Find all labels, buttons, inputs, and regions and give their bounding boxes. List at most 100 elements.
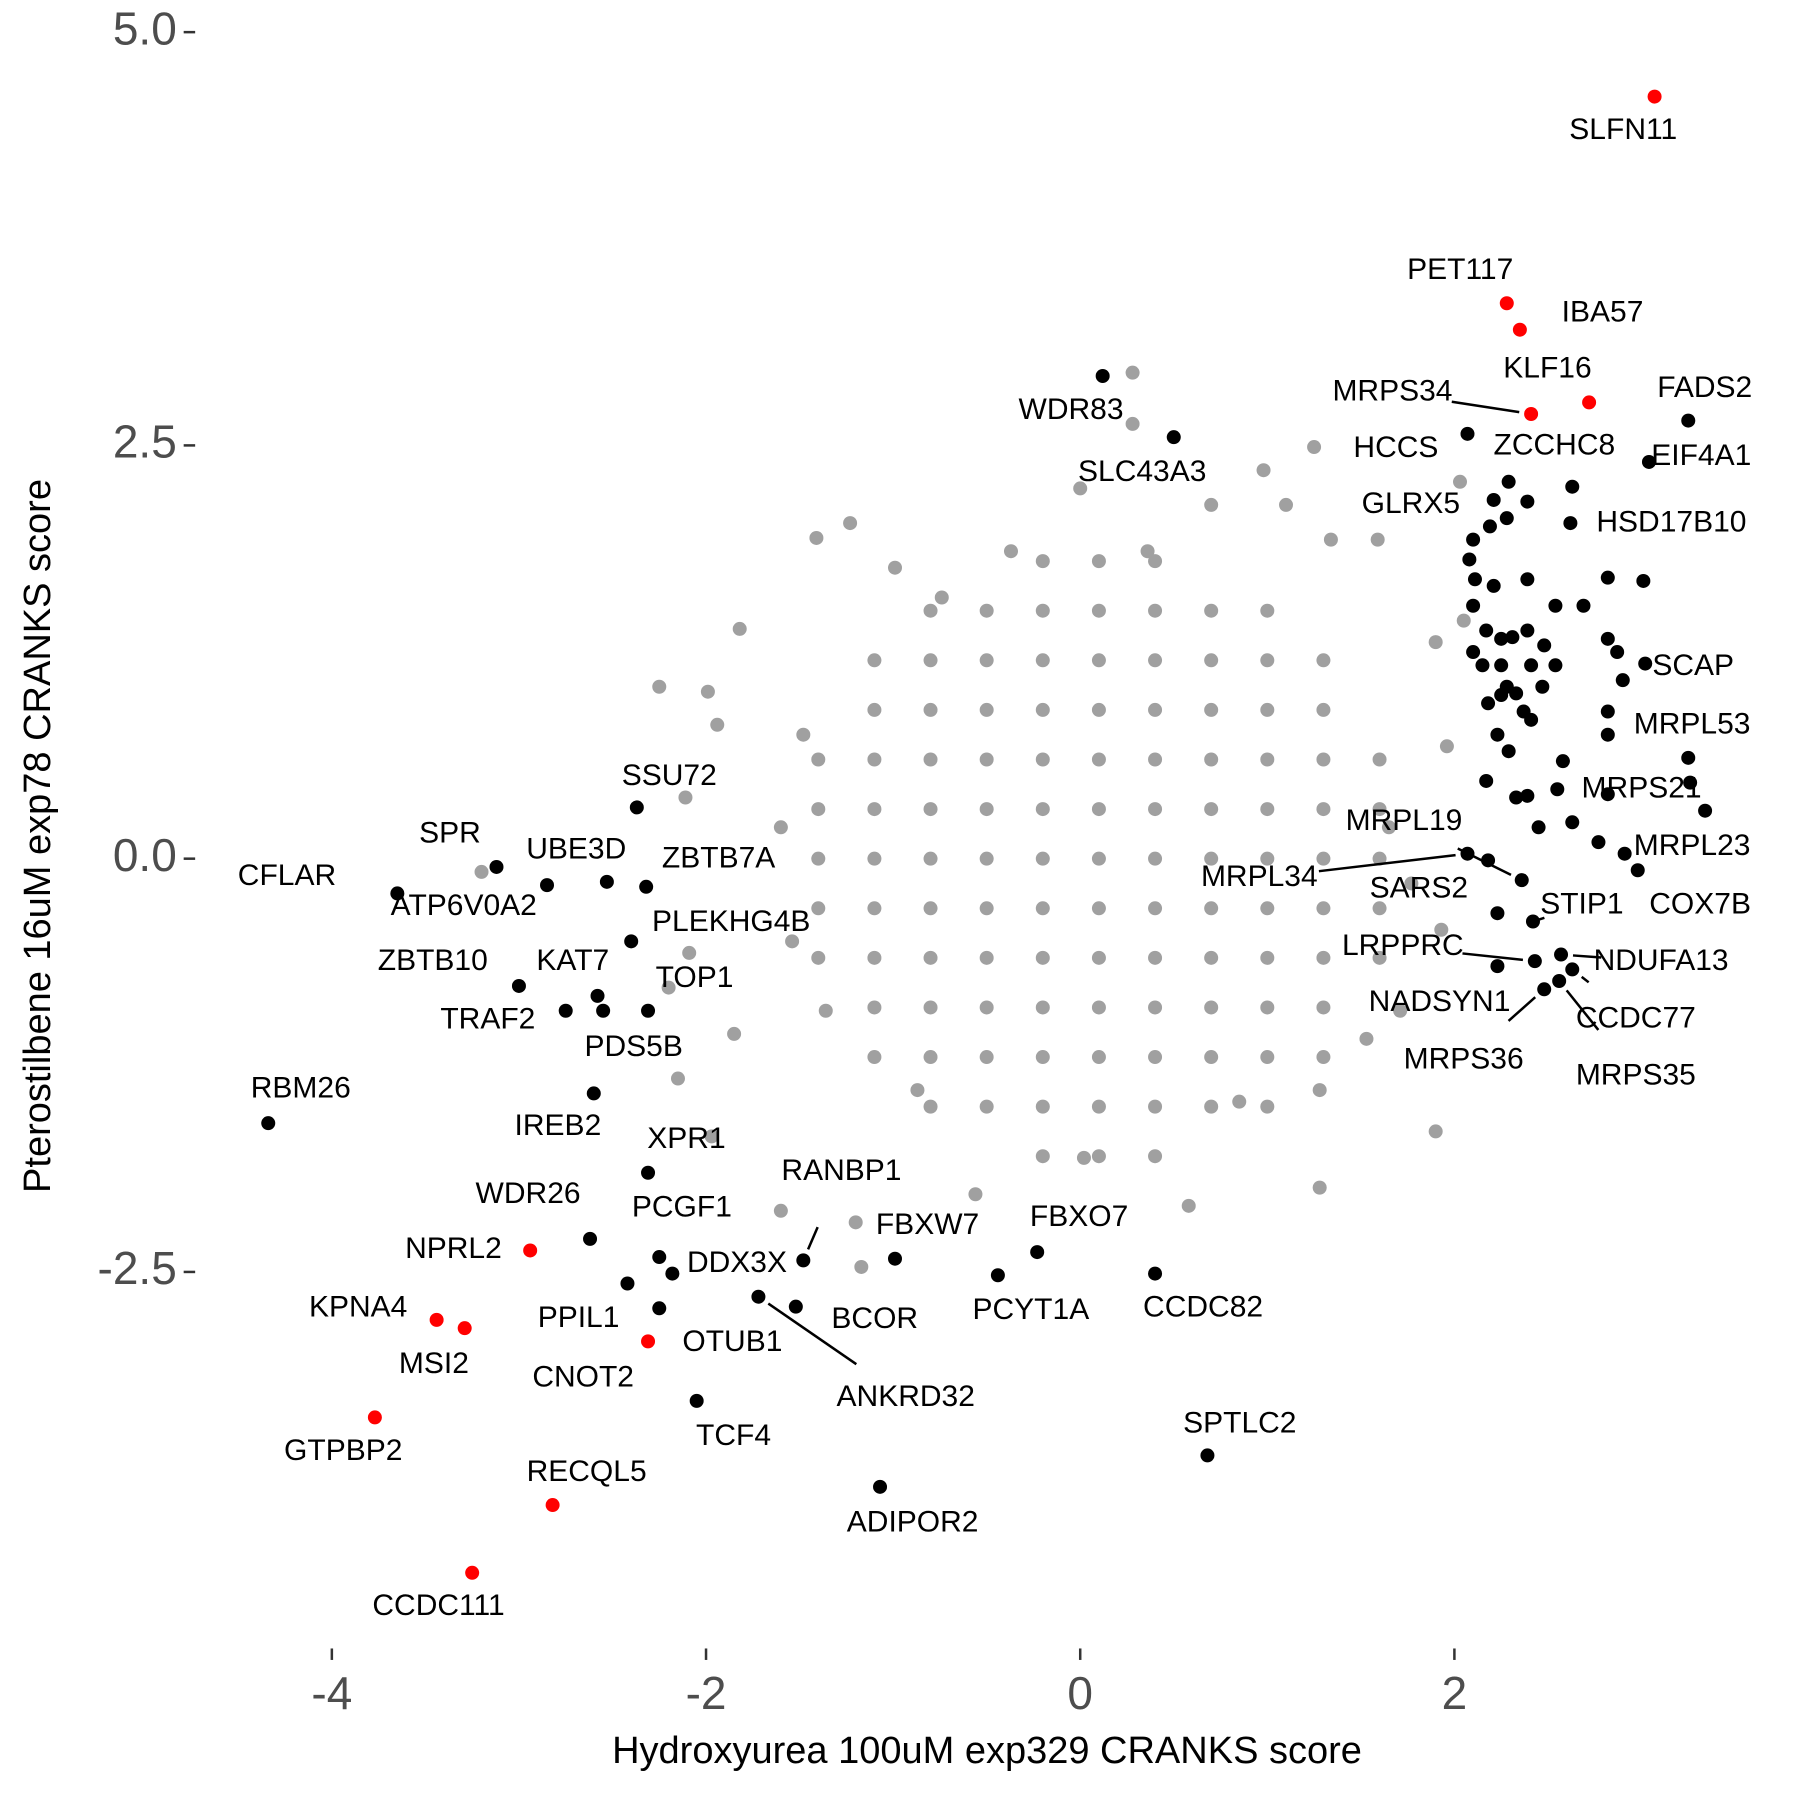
point-label: WDR83 (1019, 393, 1124, 426)
point (811, 851, 826, 866)
point (1232, 1094, 1247, 1109)
point-label: ZBTB7A (662, 842, 775, 875)
point (1316, 901, 1331, 916)
point (1148, 851, 1163, 866)
point-label: ADIPOR2 (847, 1505, 979, 1538)
point (811, 901, 826, 916)
point-label: HCCS (1353, 431, 1438, 464)
point-label: COX7B (1649, 888, 1751, 921)
point-label: PPIL1 (538, 1301, 620, 1334)
point (1200, 1448, 1215, 1463)
point-label: CCDC82 (1143, 1291, 1263, 1324)
point-label: XPR1 (647, 1122, 725, 1155)
point (1600, 704, 1615, 719)
x-tick-label: -4 (311, 1667, 352, 1719)
point (661, 980, 676, 995)
point-label: MRPS21 (1582, 772, 1702, 805)
point-label: OTUB1 (682, 1325, 782, 1358)
point (704, 1129, 719, 1144)
point (1565, 962, 1580, 977)
point (1260, 1099, 1275, 1114)
point (867, 653, 882, 668)
point (1520, 623, 1535, 638)
point (1091, 1050, 1106, 1065)
y-tick-label: 0.0 (113, 829, 177, 881)
leader-line (1572, 954, 1602, 959)
point (1260, 603, 1275, 618)
point (1600, 570, 1615, 585)
point-label: NDUFA13 (1594, 944, 1729, 977)
point (1148, 1099, 1163, 1114)
x-axis-title: Hydroxyurea 100uM exp329 CRANKS score (612, 1730, 1362, 1772)
point (1600, 631, 1615, 646)
point (1316, 1050, 1331, 1065)
point (867, 1000, 882, 1015)
point (689, 1393, 704, 1408)
point (1316, 851, 1331, 866)
point (1499, 679, 1514, 694)
point (1372, 950, 1387, 965)
point (1316, 752, 1331, 767)
point (1125, 416, 1140, 431)
point (1501, 474, 1516, 489)
point (1505, 630, 1520, 645)
leader-line (1532, 916, 1545, 923)
point (1550, 782, 1565, 797)
point (1428, 635, 1443, 650)
point (1381, 820, 1396, 835)
point (1647, 89, 1662, 104)
point (1204, 1050, 1219, 1065)
point (1003, 544, 1018, 559)
point (1453, 474, 1468, 489)
point (923, 802, 938, 817)
point (367, 1410, 382, 1425)
leader-line (1507, 996, 1537, 1022)
point-label: WDR26 (476, 1177, 581, 1210)
point (1035, 752, 1050, 767)
point (990, 1268, 1005, 1283)
point (1204, 901, 1219, 916)
point (1091, 554, 1106, 569)
point (1140, 544, 1155, 559)
point (457, 1321, 472, 1336)
point (1095, 368, 1110, 383)
point (1260, 752, 1275, 767)
point (1466, 645, 1481, 660)
point (465, 1565, 480, 1580)
point (785, 934, 800, 949)
point (843, 516, 858, 531)
point (1035, 802, 1050, 817)
point (1091, 603, 1106, 618)
point (1514, 873, 1529, 888)
point (1260, 901, 1275, 916)
leader-line (1457, 847, 1512, 876)
point (1316, 950, 1331, 965)
point (1681, 750, 1696, 765)
point (1548, 658, 1563, 673)
point (558, 1003, 573, 1018)
point (1499, 511, 1514, 526)
point (1204, 752, 1219, 767)
y-tick-label: 5.0 (113, 2, 177, 54)
point (1035, 1099, 1050, 1114)
point (1204, 702, 1219, 717)
point (1486, 578, 1501, 593)
point (887, 560, 902, 575)
point (809, 530, 824, 545)
point (1260, 702, 1275, 717)
point (979, 851, 994, 866)
point (1372, 901, 1387, 916)
point (489, 859, 504, 874)
point (1148, 752, 1163, 767)
point (1148, 901, 1163, 916)
point (727, 1026, 742, 1041)
point (1035, 702, 1050, 717)
point (1030, 1245, 1045, 1260)
point (1316, 1000, 1331, 1015)
point (1260, 653, 1275, 668)
point (867, 802, 882, 817)
point-label: KAT7 (536, 944, 609, 977)
leader-line (1565, 989, 1600, 1031)
point (1404, 876, 1419, 891)
